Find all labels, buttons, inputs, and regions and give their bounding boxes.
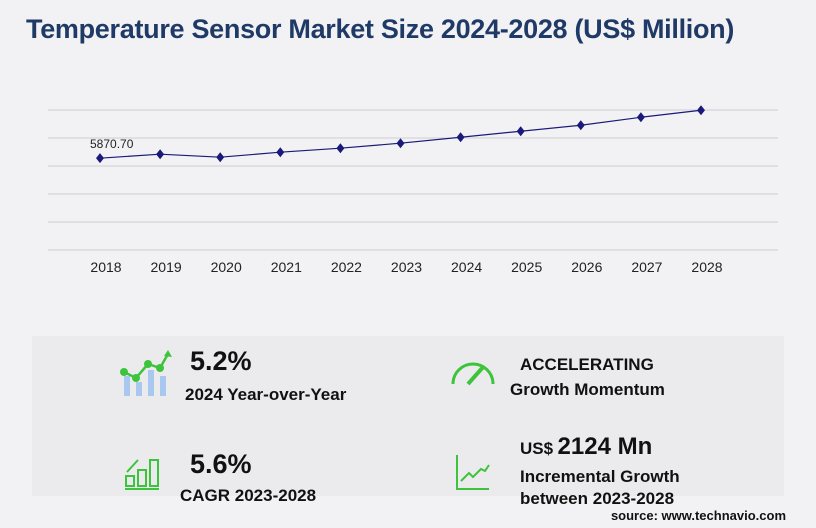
data-point: [216, 152, 225, 163]
incr-label-1: Incremental Growth: [520, 467, 680, 486]
data-point: [336, 143, 345, 154]
x-tick-label: 2018: [90, 259, 121, 275]
x-tick-label: 2019: [151, 259, 182, 275]
incremental-value: US$ 2124 Mn: [520, 433, 652, 461]
yoy-value: 5.2%: [190, 346, 252, 376]
trend-up-icon: [456, 455, 490, 490]
speedometer-icon: [451, 362, 495, 386]
incr-label-2: between 2023-2028: [520, 489, 675, 508]
line-chart: 2018 5870.70 2019 2020 2021 2022 2023 2024 2025 2…: [48, 105, 778, 275]
data-point: [396, 138, 405, 149]
x-tick-label: 2025: [511, 259, 542, 275]
data-point: [96, 153, 104, 164]
cagr-label: CAGR 2023-2028: [180, 486, 317, 505]
x-tick-label: 2023: [391, 259, 422, 275]
cagr-value: 5.6%: [190, 449, 252, 479]
incr-prefix: US$: [520, 439, 554, 458]
x-tick-label: 2026: [571, 259, 602, 275]
yoy-label: 2024 Year-over-Year: [185, 385, 347, 404]
incr-amount: 2124 Mn: [557, 433, 653, 460]
x-tick-label: 2024: [451, 259, 482, 275]
x-tick-label: 2027: [631, 259, 662, 275]
x-tick-label: 2021: [271, 259, 302, 275]
data-point: [516, 126, 525, 137]
data-label: 5870.70: [90, 137, 134, 151]
page-title: Temperature Sensor Market Size 2024-2028…: [26, 14, 735, 44]
x-tick-label: 2020: [211, 259, 242, 275]
data-point: [156, 149, 165, 160]
x-tick-label: 2028: [691, 259, 722, 275]
momentum-label: Growth Momentum: [510, 380, 665, 399]
data-point: [276, 147, 285, 158]
source-text: source: www.technavio.com: [610, 508, 786, 523]
growth-chart-icon: [120, 350, 172, 396]
data-point: [576, 120, 585, 131]
data-point: [456, 132, 465, 143]
data-point: [636, 112, 645, 123]
series-line: [99, 109, 702, 159]
x-tick-label: 2022: [331, 259, 362, 275]
data-point: [697, 105, 705, 116]
momentum-value: ACCELERATING: [520, 355, 654, 374]
bar-growth-icon: [125, 459, 159, 490]
